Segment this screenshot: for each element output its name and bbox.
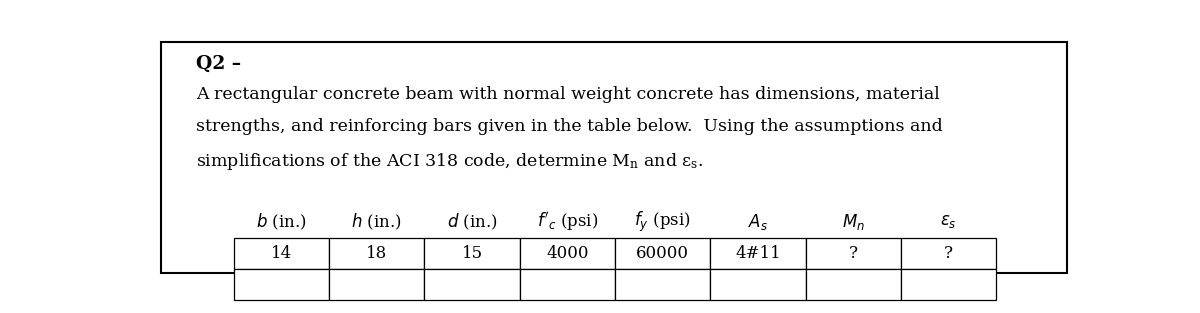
Text: $f'_c$ (psi): $f'_c$ (psi) <box>536 210 598 233</box>
Text: A rectangular concrete beam with normal weight concrete has dimensions, material: A rectangular concrete beam with normal … <box>197 86 941 103</box>
Bar <box>329 269 425 300</box>
Text: $\varepsilon_s$: $\varepsilon_s$ <box>941 213 958 230</box>
Text: Q2 –: Q2 – <box>197 54 241 72</box>
Text: $A_s$: $A_s$ <box>748 212 768 232</box>
Text: $h$ (in.): $h$ (in.) <box>352 212 402 232</box>
Bar <box>616 238 710 269</box>
Bar <box>520 238 616 269</box>
Text: $b$ (in.): $b$ (in.) <box>256 212 307 232</box>
Text: 15: 15 <box>462 245 482 262</box>
Text: $f_y$ (psi): $f_y$ (psi) <box>635 210 691 234</box>
FancyBboxPatch shape <box>161 42 1067 273</box>
Bar <box>616 269 710 300</box>
Bar <box>710 269 805 300</box>
Bar <box>805 269 901 300</box>
Bar <box>234 238 329 269</box>
Text: strengths, and reinforcing bars given in the table below.  Using the assumptions: strengths, and reinforcing bars given in… <box>197 118 943 135</box>
Bar <box>329 238 425 269</box>
Bar <box>425 269 520 300</box>
Text: 18: 18 <box>366 245 388 262</box>
Bar <box>710 238 805 269</box>
Text: $d$ (in.): $d$ (in.) <box>446 212 497 232</box>
Bar <box>425 238 520 269</box>
Text: ?: ? <box>944 245 953 262</box>
Text: 14: 14 <box>271 245 292 262</box>
Bar <box>805 238 901 269</box>
Text: simplifications of the ACI 318 code, determine $\mathregular{M_n}$ and $\mathreg: simplifications of the ACI 318 code, det… <box>197 151 704 172</box>
Bar <box>520 269 616 300</box>
Bar <box>901 238 996 269</box>
Bar <box>901 269 996 300</box>
Text: 4#11: 4#11 <box>736 245 781 262</box>
Text: 4000: 4000 <box>546 245 588 262</box>
Text: 60000: 60000 <box>636 245 689 262</box>
Bar <box>234 269 329 300</box>
Text: $M_n$: $M_n$ <box>842 212 865 232</box>
Text: ?: ? <box>848 245 858 262</box>
